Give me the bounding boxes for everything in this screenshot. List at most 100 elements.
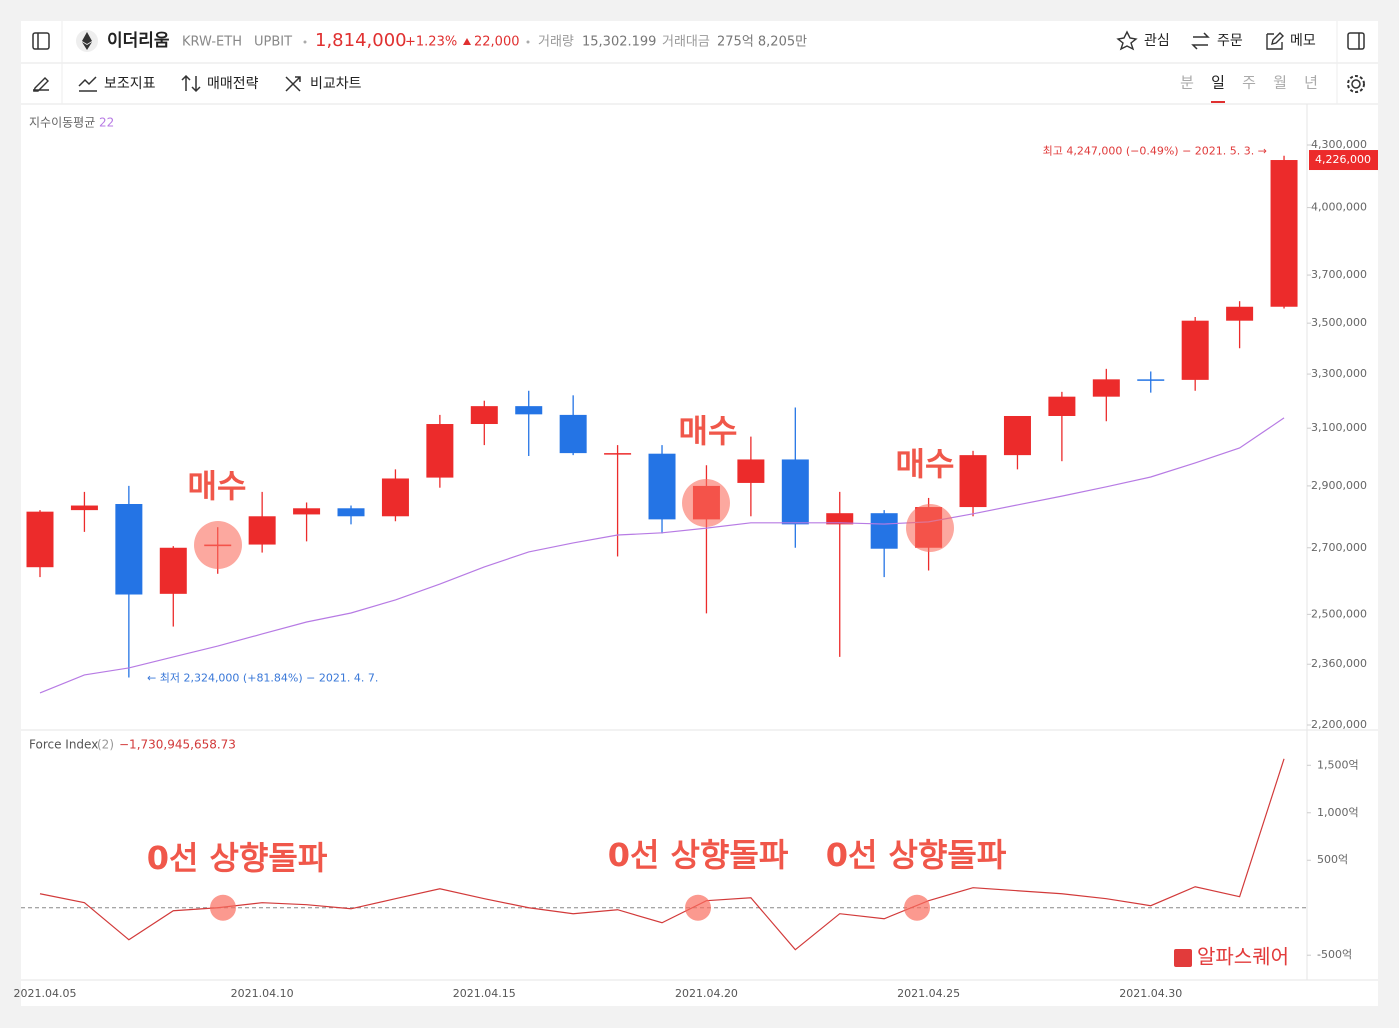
- indicator-period: 22: [99, 116, 114, 130]
- y-tick-label: -500억: [1317, 948, 1352, 961]
- coin-icon: [82, 32, 92, 50]
- annotation: 0선 상향돌파: [147, 839, 328, 877]
- ema-line: [39, 417, 1285, 694]
- y-tick-label: 2,200,000: [1311, 718, 1367, 731]
- highlight: [685, 894, 711, 921]
- low-annotation: ← 최저 2,324,000 (+81.84%) − 2021. 4. 7.: [147, 672, 378, 685]
- candle-body: [337, 508, 365, 517]
- candle-body: [515, 406, 543, 415]
- watermark: 알파스퀘어: [1197, 945, 1289, 969]
- candle-body: [1003, 415, 1031, 456]
- high-annotation: 최고 4,247,000 (−0.49%) − 2021. 5. 3. →: [1043, 145, 1267, 158]
- y-tick-label: 2,700,000: [1311, 541, 1367, 554]
- x-tick-label: 2021.04.25: [897, 987, 960, 1000]
- candle-body: [781, 459, 809, 525]
- action-button[interactable]: 주문: [1217, 33, 1243, 49]
- swap-icon[interactable]: [1191, 32, 1210, 50]
- x-tick-label: 2021.04.05: [14, 987, 77, 1000]
- candle-body: [648, 453, 676, 520]
- candle-body: [1226, 306, 1254, 321]
- action-button[interactable]: 메모: [1290, 33, 1316, 49]
- y-tick-label: 3,700,000: [1311, 268, 1367, 281]
- highlight: [906, 504, 954, 552]
- y-tick-label: 3,300,000: [1311, 367, 1367, 380]
- compare-icon[interactable]: [285, 76, 301, 92]
- y-tick-label: 4,000,000: [1311, 201, 1367, 214]
- candle-body: [737, 459, 765, 483]
- candle-body: [70, 505, 98, 511]
- tool-button[interactable]: 보조지표: [104, 76, 156, 92]
- period-tab[interactable]: 주: [1242, 74, 1256, 92]
- y-tick-label: 2,360,000: [1311, 657, 1367, 670]
- candle-body: [959, 455, 987, 508]
- candle-body: [826, 513, 854, 525]
- candle-body: [1137, 379, 1165, 381]
- price: 1,814,000: [315, 30, 407, 51]
- strategy-icon[interactable]: [181, 74, 201, 93]
- star-icon[interactable]: [1116, 30, 1138, 51]
- candle-body: [115, 504, 143, 595]
- candle-body: [1181, 320, 1209, 380]
- x-tick-label: 2021.04.10: [231, 987, 294, 1000]
- candle-body: [1092, 379, 1120, 397]
- x-tick-label: 2021.04.30: [1119, 987, 1182, 1000]
- amount-label: 거래대금: [662, 35, 710, 50]
- candle-body: [1270, 160, 1298, 307]
- tool-button[interactable]: 비교차트: [310, 76, 362, 92]
- volume: 15,302.199: [582, 35, 656, 50]
- annotation: 0선 상향돌파: [826, 836, 1007, 874]
- separator: [303, 40, 307, 44]
- tool-button[interactable]: 매매전략: [207, 76, 259, 92]
- volume-label: 거래량: [538, 35, 574, 50]
- annotation: 매수: [679, 412, 738, 450]
- price-tag-label: 4,226,000: [1315, 153, 1371, 166]
- action-button[interactable]: 관심: [1144, 33, 1170, 49]
- settings-icon: [1347, 75, 1365, 93]
- sidebar-icon[interactable]: [32, 32, 50, 50]
- sidebar-icon[interactable]: [1347, 32, 1365, 50]
- amount: 275억 8,205만: [717, 35, 807, 50]
- candle-body: [159, 547, 187, 594]
- separator: [526, 40, 530, 44]
- candle-body: [559, 414, 587, 454]
- period-tab[interactable]: 월: [1273, 74, 1287, 92]
- candle-body: [470, 406, 498, 425]
- period-tab[interactable]: 분: [1180, 74, 1194, 92]
- period-tab[interactable]: 일: [1211, 74, 1225, 92]
- price-tag: [1309, 150, 1378, 171]
- market: KRW-ETH: [182, 35, 242, 50]
- candle-body: [248, 516, 276, 545]
- indicator-name: 지수이동평균: [29, 116, 95, 130]
- memo-icon[interactable]: [1266, 32, 1284, 50]
- y-tick-label: 500억: [1317, 853, 1348, 866]
- candle-body: [870, 513, 898, 549]
- y-tick-label: 4,300,000: [1311, 138, 1367, 151]
- up-triangle: [463, 38, 471, 45]
- candle-body: [381, 478, 409, 517]
- candle-body: [293, 508, 321, 515]
- annotation: 매수: [188, 467, 247, 505]
- highlight: [682, 479, 730, 527]
- indicator-last: −1,730,945,658.73: [119, 738, 236, 752]
- annotation: 0선 상향돌파: [608, 836, 789, 874]
- exchange: UPBIT: [254, 35, 292, 50]
- y-tick-label: 1,500억: [1317, 758, 1359, 771]
- highlight: [904, 894, 930, 921]
- y-tick-label: 3,100,000: [1311, 421, 1367, 434]
- force-line: [39, 758, 1285, 951]
- indicator-period: (2): [97, 738, 114, 752]
- annotation: 매수: [896, 445, 955, 483]
- highlight: [210, 894, 236, 921]
- indicator-name: Force Index: [29, 738, 98, 752]
- pencil-icon[interactable]: [33, 77, 49, 92]
- change: 22,000: [474, 35, 520, 50]
- change-rate: +1.23%: [405, 35, 457, 50]
- period-tab[interactable]: 년: [1304, 74, 1318, 92]
- indicator-icon[interactable]: [78, 76, 97, 92]
- y-tick-label: 1,000억: [1317, 806, 1359, 819]
- highlight: [194, 521, 242, 569]
- settings-icon[interactable]: [1351, 79, 1361, 89]
- x-tick-label: 2021.04.20: [675, 987, 738, 1000]
